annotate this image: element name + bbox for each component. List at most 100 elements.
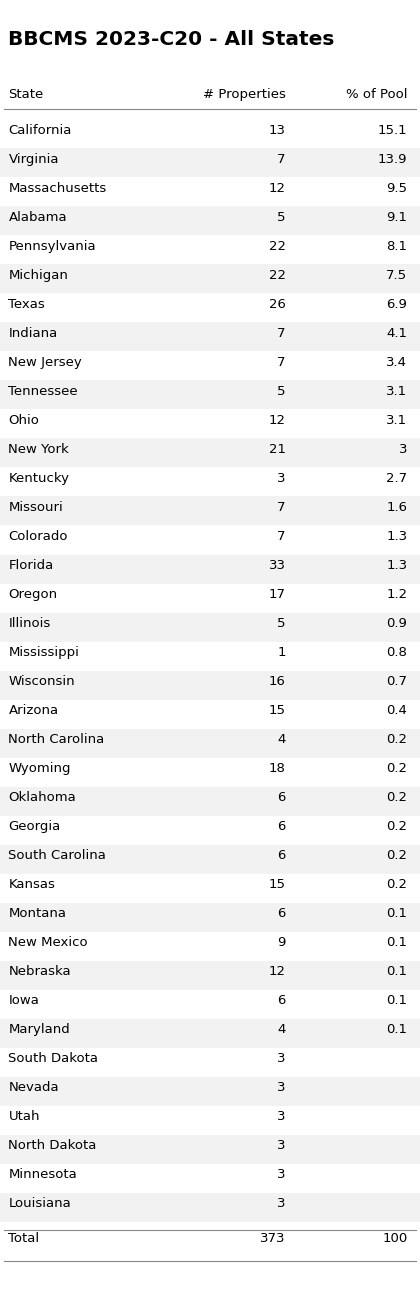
Text: 26: 26 (269, 298, 286, 311)
Text: Alabama: Alabama (8, 210, 67, 223)
Text: 0.1: 0.1 (386, 936, 407, 949)
Text: 3: 3 (277, 1052, 286, 1065)
Text: Kentucky: Kentucky (8, 472, 69, 485)
Text: Tennessee: Tennessee (8, 385, 78, 398)
Bar (0, 206, 420, 235)
Bar (0, 323, 420, 351)
Text: Kansas: Kansas (8, 878, 55, 891)
Text: Maryland: Maryland (8, 1023, 70, 1036)
Bar (0, 961, 420, 990)
Text: Georgia: Georgia (8, 820, 60, 833)
Bar (0, 1048, 420, 1077)
Text: Oklahoma: Oklahoma (8, 791, 76, 804)
Bar (0, 816, 420, 844)
Text: 6: 6 (277, 791, 286, 804)
Text: North Carolina: North Carolina (8, 733, 105, 746)
Text: 0.2: 0.2 (386, 850, 407, 863)
Text: 1.3: 1.3 (386, 559, 407, 572)
Bar (0, 497, 420, 525)
Text: BBCMS 2023-C20 - All States: BBCMS 2023-C20 - All States (8, 30, 335, 49)
Text: New York: New York (8, 442, 69, 455)
Bar (0, 931, 420, 961)
Text: 0.1: 0.1 (386, 965, 407, 978)
Text: 7: 7 (277, 501, 286, 514)
Bar (0, 1193, 420, 1222)
Text: 100: 100 (382, 1232, 407, 1245)
Text: 7: 7 (277, 530, 286, 543)
Text: 3: 3 (277, 1197, 286, 1210)
Bar (0, 699, 420, 729)
Text: 0.1: 0.1 (386, 1023, 407, 1036)
Text: 3: 3 (277, 1082, 286, 1095)
Bar (0, 1077, 420, 1106)
Text: 18: 18 (269, 761, 286, 774)
Text: 0.9: 0.9 (386, 617, 407, 630)
Text: 9.1: 9.1 (386, 210, 407, 223)
Text: 0.1: 0.1 (386, 994, 407, 1006)
Bar (0, 148, 420, 178)
Bar (0, 642, 420, 671)
Text: 3.1: 3.1 (386, 414, 407, 427)
Text: 0.4: 0.4 (386, 704, 407, 717)
Bar (0, 786, 420, 816)
Text: 13: 13 (269, 123, 286, 136)
Text: 12: 12 (269, 182, 286, 195)
Text: 12: 12 (269, 414, 286, 427)
Text: Colorado: Colorado (8, 530, 68, 543)
Text: 7.5: 7.5 (386, 268, 407, 281)
Bar (0, 1018, 420, 1048)
Text: 3.4: 3.4 (386, 355, 407, 368)
Text: 0.2: 0.2 (386, 820, 407, 833)
Text: 3: 3 (277, 1110, 286, 1123)
Text: Pennsylvania: Pennsylvania (8, 240, 96, 253)
Text: Nebraska: Nebraska (8, 965, 71, 978)
Text: California: California (8, 123, 72, 136)
Text: 6: 6 (277, 820, 286, 833)
Text: Ohio: Ohio (8, 414, 39, 427)
Text: 6: 6 (277, 907, 286, 920)
Text: 21: 21 (269, 442, 286, 455)
Bar (0, 235, 420, 265)
Text: 13.9: 13.9 (378, 153, 407, 166)
Bar (0, 671, 420, 699)
Bar (0, 525, 420, 555)
Text: 15: 15 (269, 704, 286, 717)
Text: 0.7: 0.7 (386, 674, 407, 687)
Text: 5: 5 (277, 385, 286, 398)
Text: Arizona: Arizona (8, 704, 58, 717)
Text: Wisconsin: Wisconsin (8, 674, 75, 687)
Bar (0, 757, 420, 786)
Text: 22: 22 (269, 240, 286, 253)
Text: 0.1: 0.1 (386, 907, 407, 920)
Text: Mississippi: Mississippi (8, 646, 79, 659)
Text: 5: 5 (277, 210, 286, 223)
Text: South Dakota: South Dakota (8, 1052, 98, 1065)
Text: 3: 3 (277, 472, 286, 485)
Bar (0, 584, 420, 612)
Text: 17: 17 (269, 588, 286, 601)
Text: New Jersey: New Jersey (8, 355, 82, 368)
Bar (0, 1135, 420, 1163)
Bar (0, 844, 420, 874)
Bar (0, 990, 420, 1018)
Bar (0, 467, 420, 497)
Bar (0, 351, 420, 380)
Bar (0, 874, 420, 903)
Text: 22: 22 (269, 268, 286, 281)
Text: 373: 373 (260, 1232, 286, 1245)
Text: 0.2: 0.2 (386, 791, 407, 804)
Text: 3: 3 (399, 442, 407, 455)
Text: 1.6: 1.6 (386, 501, 407, 514)
Text: South Carolina: South Carolina (8, 850, 106, 863)
Bar (0, 438, 420, 467)
Text: 3.1: 3.1 (386, 385, 407, 398)
Text: Minnesota: Minnesota (8, 1169, 77, 1182)
Bar (0, 555, 420, 584)
Bar (0, 903, 420, 931)
Text: # Properties: # Properties (203, 88, 286, 101)
Text: 15: 15 (269, 878, 286, 891)
Text: Michigan: Michigan (8, 268, 68, 281)
Bar (0, 380, 420, 410)
Bar (0, 729, 420, 757)
Bar (0, 1106, 420, 1135)
